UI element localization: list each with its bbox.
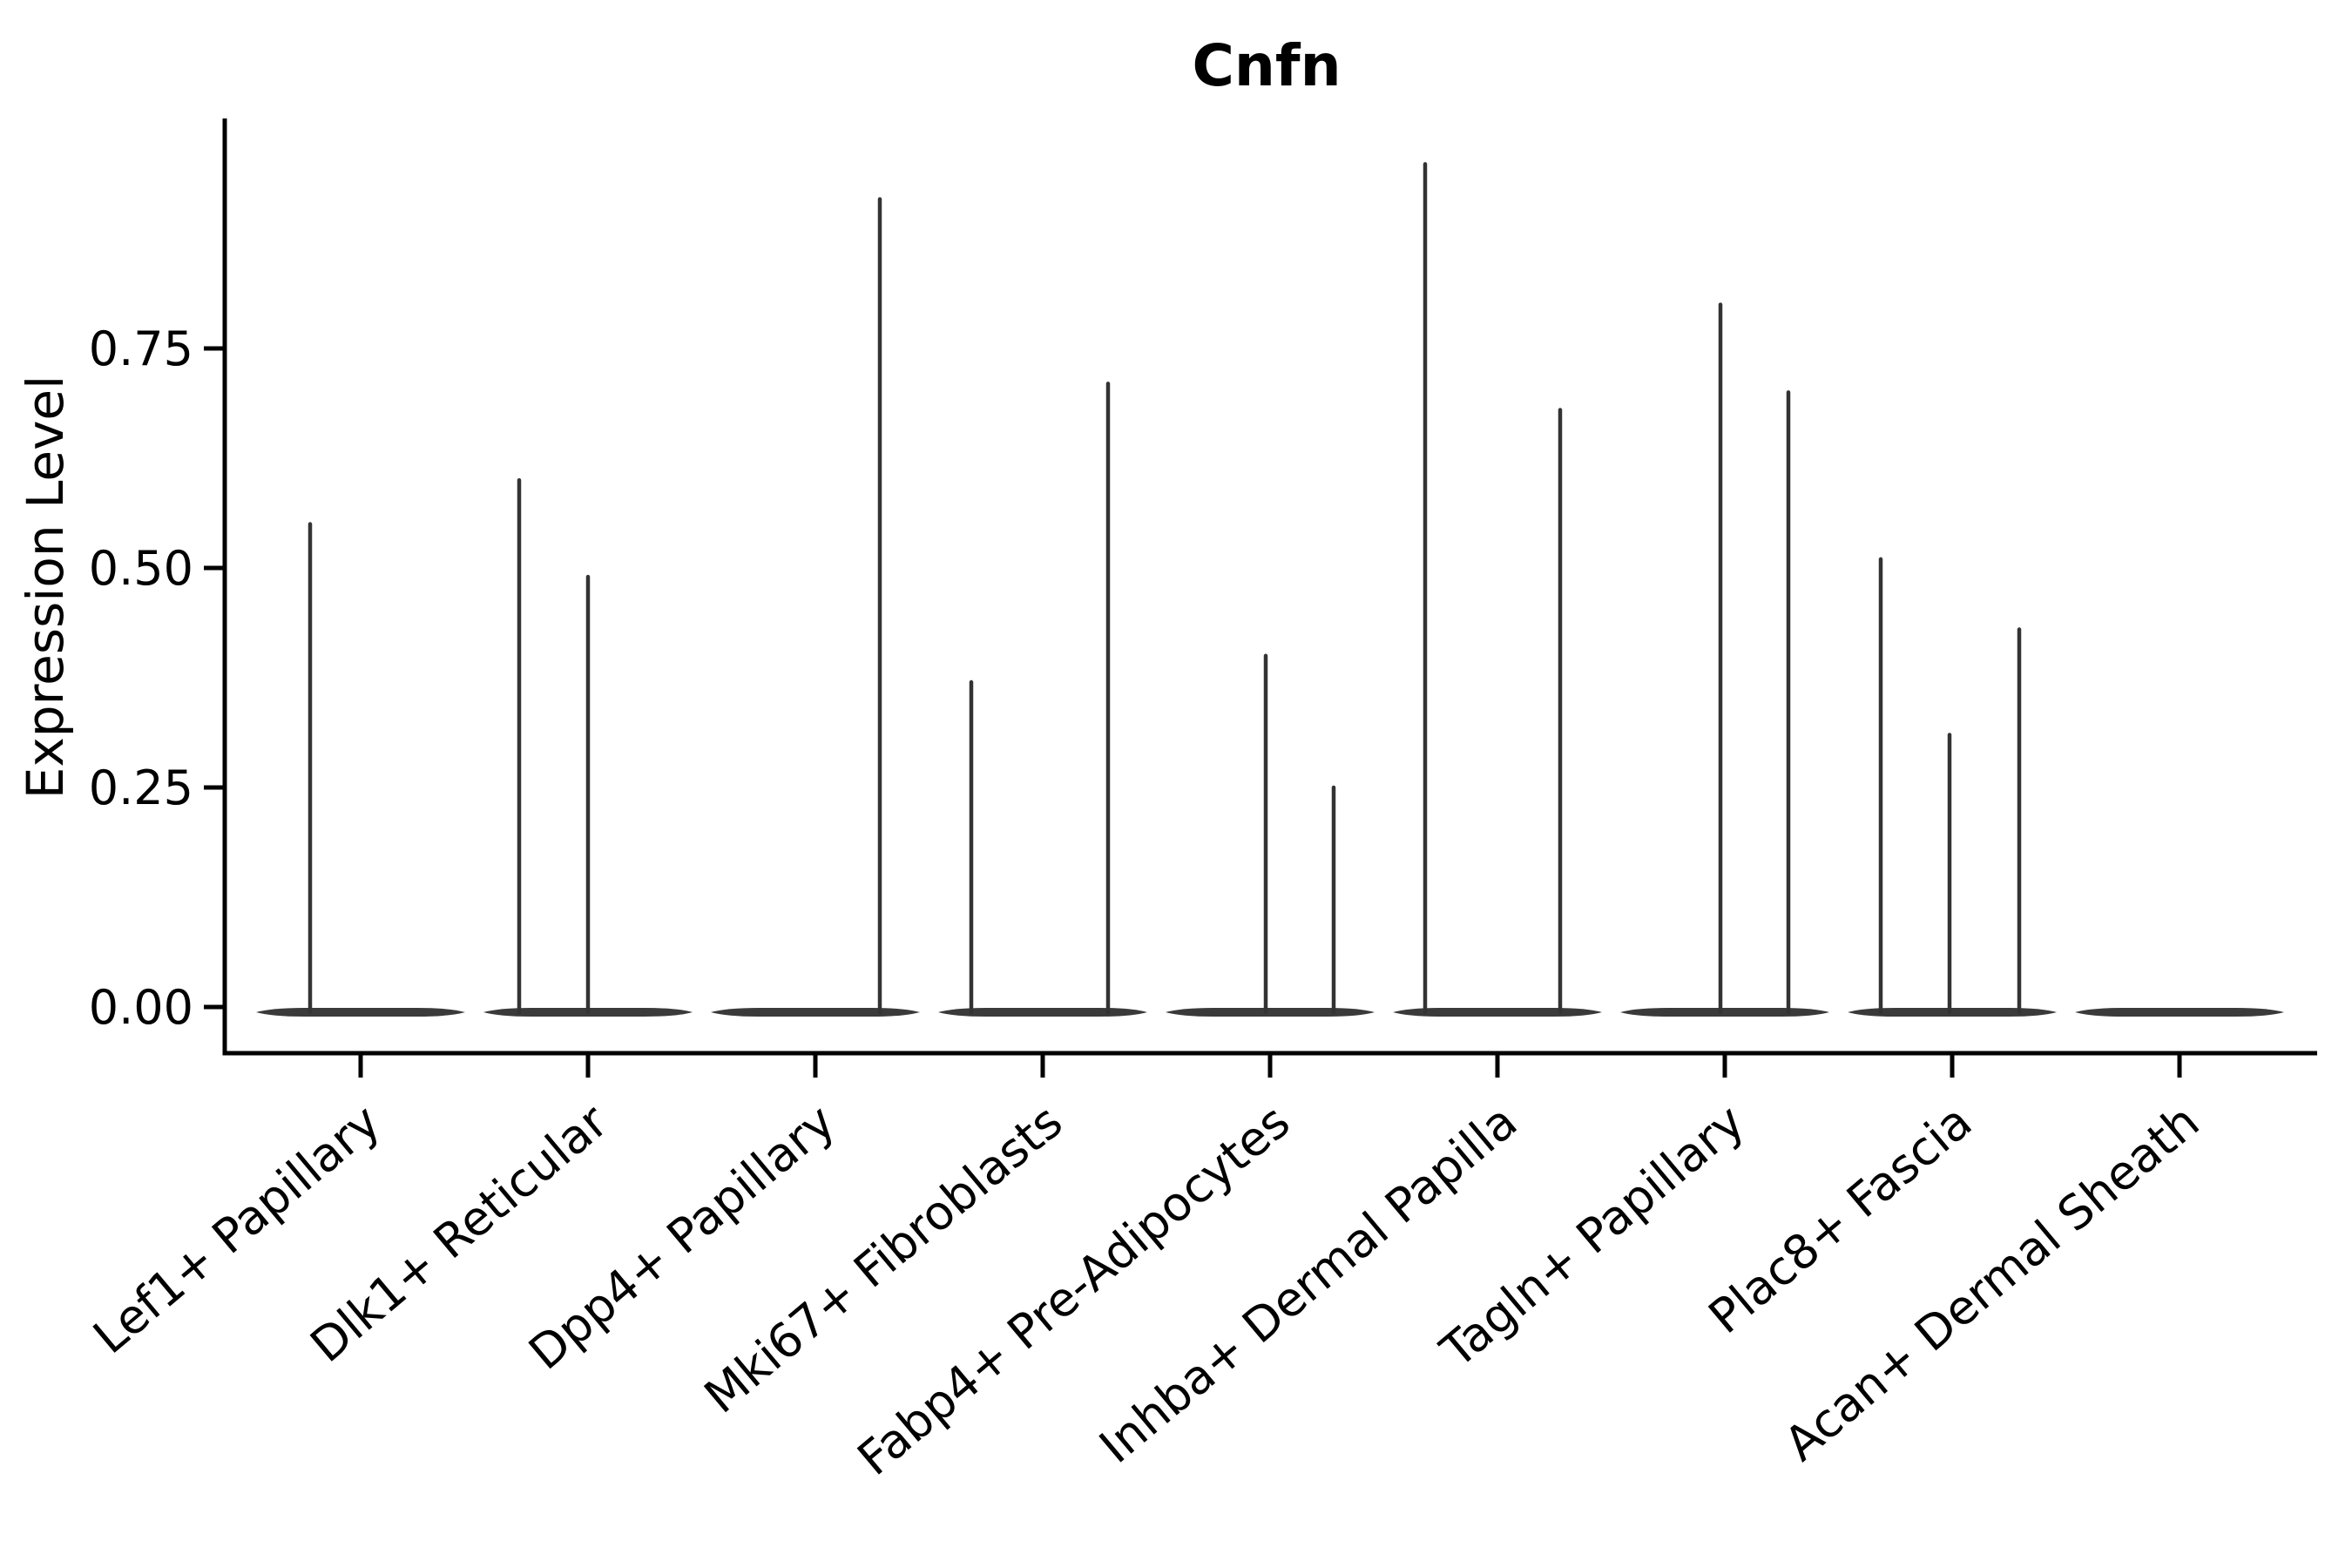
y-tick-label: 0.00 — [89, 980, 193, 1035]
violin-body — [938, 1008, 1147, 1017]
violin-body — [256, 1008, 465, 1017]
y-tick-label: 0.25 — [89, 760, 193, 815]
violin-body — [1620, 1008, 1829, 1017]
y-tick-label: 0.75 — [89, 321, 193, 376]
violin-body — [1848, 1008, 2057, 1017]
x-tick-label-6: Inhba+ Dermal Papilla — [1089, 1094, 1527, 1474]
chart-title: Cnfn — [1192, 32, 1341, 99]
violin-body — [711, 1008, 920, 1017]
x-tick-label-5: Fabp4+ Pre-Adipocytes — [848, 1094, 1301, 1486]
violin-body — [2075, 1008, 2284, 1017]
x-tick-label-9: Acan+ Dermal Sheath — [1774, 1094, 2210, 1472]
violin-body — [1166, 1008, 1375, 1017]
violin-body — [1393, 1008, 1602, 1017]
y-tick-label: 0.50 — [89, 541, 193, 596]
y-axis-label: Expression Level — [16, 375, 75, 799]
